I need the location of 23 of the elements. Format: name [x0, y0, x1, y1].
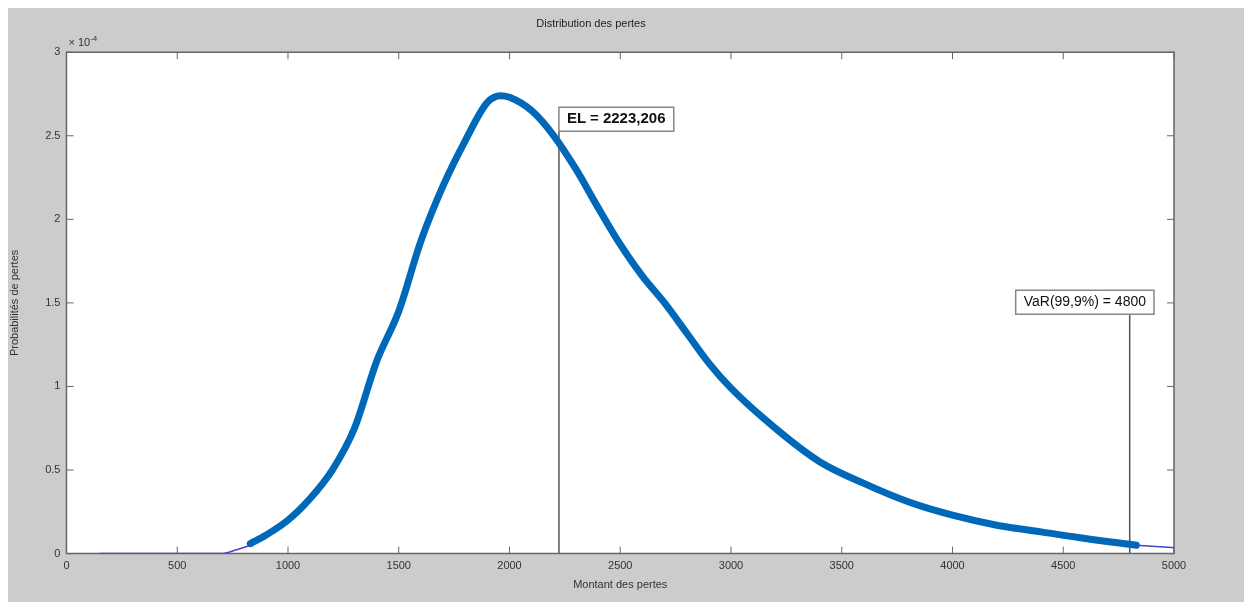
ref-line-label: VaR(99,9%) = 4800	[1023, 293, 1147, 310]
y-tick-label: 0.5	[45, 463, 61, 476]
y-axis-title: Probabilités de pertes	[7, 249, 20, 357]
x-tick-label: 5000	[1161, 559, 1187, 572]
x-tick-label: 1000	[275, 559, 301, 572]
x-tick-label: 4000	[940, 559, 965, 572]
ref-line-label: EL = 2223,206	[566, 109, 666, 127]
x-tick-label: 4500	[1051, 559, 1076, 572]
y-tick-label: 0	[54, 546, 61, 559]
y-tick-label: 2.5	[45, 128, 61, 141]
y-tick-label: 1	[54, 379, 61, 392]
x-axis-title: Montant des pertes	[573, 578, 668, 591]
x-tick-label: 1500	[386, 559, 411, 572]
y-tick-label: 3	[54, 45, 61, 58]
x-tick-label: 3000	[718, 559, 744, 572]
chart-title: Distribution des pertes	[536, 16, 647, 29]
x-tick-label: 2500	[608, 559, 633, 572]
x-tick-label: 2000	[497, 559, 522, 572]
x-tick-label: 3500	[829, 559, 854, 572]
y-tick-label: 2	[54, 212, 61, 225]
x-tick-label: 500	[168, 559, 187, 572]
y-tick-label: 1.5	[45, 295, 61, 308]
x-tick-label: 0	[63, 559, 70, 572]
